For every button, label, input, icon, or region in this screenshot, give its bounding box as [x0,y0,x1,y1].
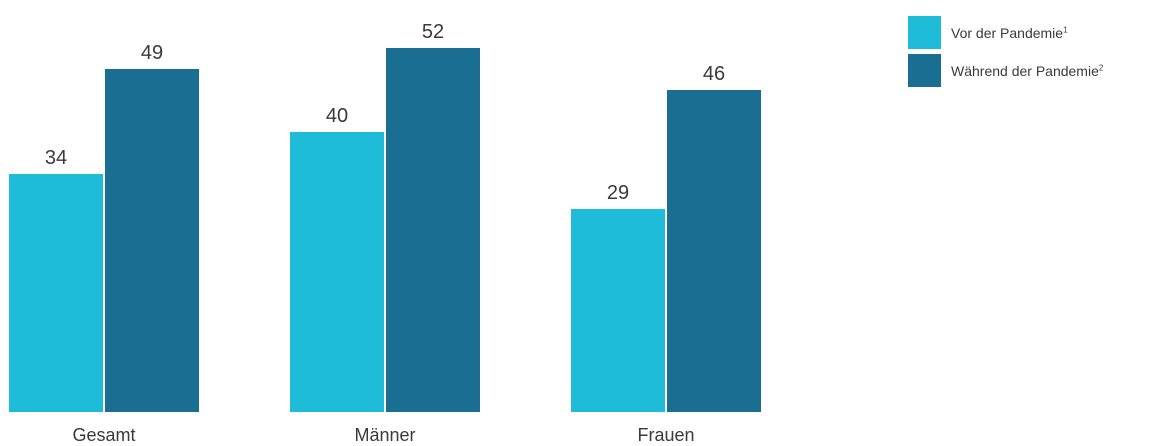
value-label-gesamt-before: 34 [45,147,67,169]
legend-swatch-before [908,16,941,49]
value-label-frauen-during: 46 [703,63,725,85]
legend-item-before: Vor der Pandemie1 [908,16,1103,49]
value-label-maenner-during: 52 [422,21,444,43]
legend-footnote-before: 1 [1063,24,1068,34]
category-label-maenner: Männer [354,425,415,445]
value-label-gesamt-during: 49 [141,42,163,64]
legend: Vor der Pandemie1 Während der Pandemie2 [908,16,1103,92]
category-label-gesamt: Gesamt [72,425,135,445]
bars-group [9,48,761,412]
legend-item-during: Während der Pandemie2 [908,54,1103,87]
value-label-maenner-before: 40 [326,105,348,127]
value-labels-group: 34 49 40 52 29 46 [45,21,725,204]
bar-frauen-during [667,90,761,412]
legend-swatch-during [908,54,941,87]
category-label-frauen: Frauen [637,425,694,445]
legend-label-before-text: Vor der Pandemie [951,24,1064,41]
bar-gesamt-before [9,174,103,412]
value-label-frauen-before: 29 [607,182,629,204]
bar-maenner-during [386,48,480,412]
legend-label-before: Vor der Pandemie1 [951,25,1068,41]
legend-label-during: Während der Pandemie2 [951,63,1103,79]
legend-label-during-text: Während der Pandemie [951,62,1099,79]
bar-frauen-before [571,209,665,412]
bar-gesamt-during [105,69,199,412]
legend-footnote-during: 2 [1098,62,1104,72]
category-labels-group: Gesamt Männer Frauen [72,425,694,445]
bar-maenner-before [290,132,384,412]
